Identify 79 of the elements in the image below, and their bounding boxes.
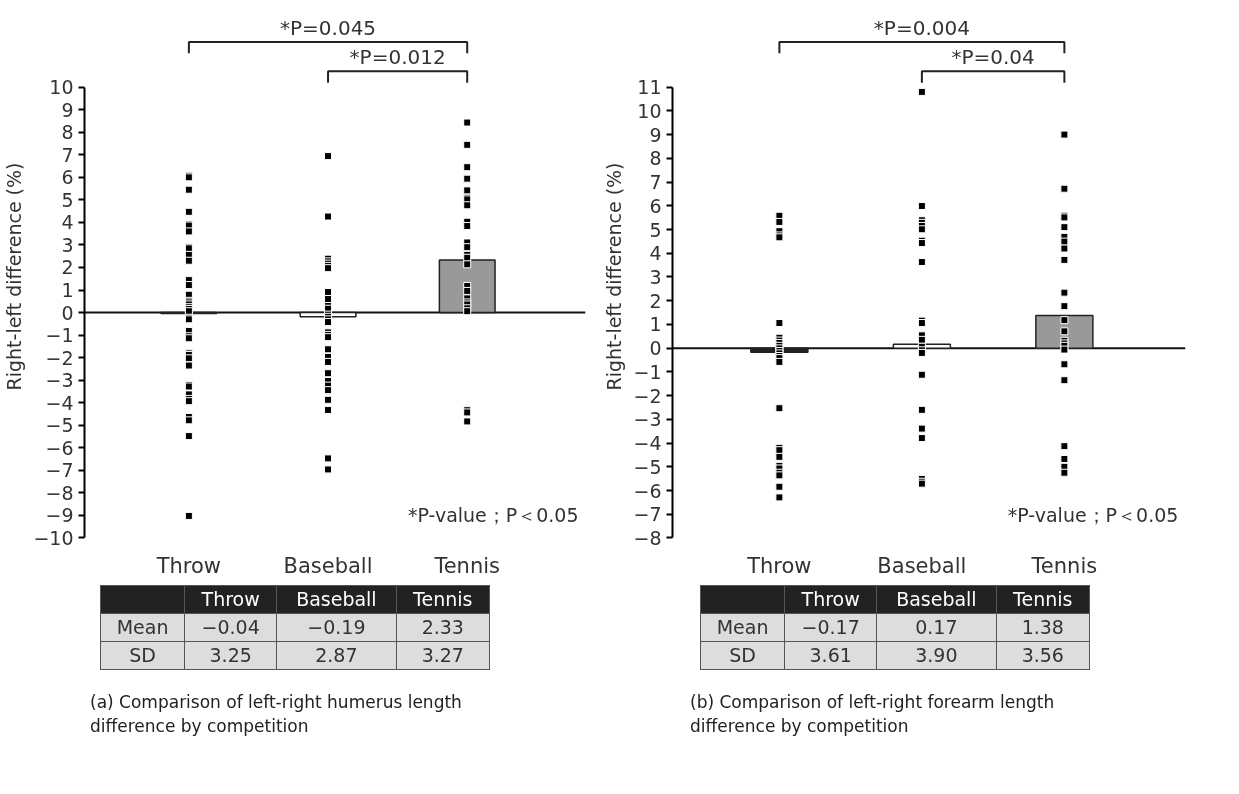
y-tick-label: −5 [45, 414, 74, 437]
x-tick-label: Tennis [433, 553, 500, 578]
y-tick-label: −1 [633, 360, 662, 383]
y-tick-label: 3 [61, 233, 74, 256]
y-axis-title: Right-left difference (%) [603, 162, 626, 391]
y-tick-label: 9 [61, 98, 74, 121]
text: 3.25 [184, 641, 277, 670]
y-tick-label: 6 [649, 194, 662, 217]
y-tick-label: 4 [61, 211, 74, 234]
y-tick-label: −1 [45, 324, 74, 347]
x-tick-label: Tennis [1030, 553, 1098, 578]
y-tick-label: 3 [649, 265, 662, 288]
y-tick-label: −7 [633, 503, 662, 526]
text: SD [100, 641, 185, 670]
y-tick-label: 9 [649, 123, 662, 146]
text: *P=0.012 [349, 45, 446, 70]
category-label: Throw [201, 588, 260, 610]
y-tick-label: −2 [45, 346, 74, 369]
text: (b) Comparison of left-right forearm length difference by competition [690, 690, 1056, 738]
y-tick-label: 11 [637, 76, 662, 99]
data-label: −0.17 [784, 613, 877, 642]
data-label: 2.33 [396, 613, 490, 642]
y-tick-label: −5 [633, 455, 662, 478]
text: 3.61 [784, 641, 877, 670]
y-tick-label: 7 [649, 171, 662, 194]
y-tick-label: 10 [637, 99, 662, 122]
y-tick-label: −6 [633, 479, 662, 502]
y-tick-label: 1 [649, 313, 662, 336]
y-tick-label: −6 [45, 436, 74, 459]
annotation: *P-value；P＜0.05 [408, 504, 579, 527]
category-label: Throw [801, 588, 860, 610]
y-tick-label: 2 [61, 256, 74, 279]
y-tick-label: −3 [45, 369, 74, 392]
y-tick-label: 5 [649, 218, 662, 241]
text: 3.27 [396, 641, 490, 670]
text: 2.87 [276, 641, 397, 670]
y-tick-label: −8 [633, 526, 662, 549]
y-tick-label: 5 [61, 188, 74, 211]
text: *P=0.04 [951, 45, 1035, 70]
y-tick-label: −10 [33, 526, 74, 549]
y-tick-label: −3 [633, 408, 662, 431]
text: 3.90 [876, 641, 997, 670]
y-tick-label: −4 [45, 391, 74, 414]
y-tick-label: 4 [649, 242, 662, 265]
category-label: Baseball [896, 588, 977, 610]
x-tick-label: Baseball [877, 553, 967, 578]
category-label: Baseball [296, 588, 377, 610]
category-label: Tennis [413, 588, 473, 610]
x-tick-label: Throw [155, 553, 222, 578]
text: (a) Comparison of left-right humerus length difference by competition [90, 690, 463, 738]
y-tick-label: −7 [45, 459, 74, 482]
y-tick-label: −2 [633, 384, 662, 407]
x-tick-label: Throw [746, 553, 812, 578]
y-tick-label: −9 [45, 504, 74, 527]
data-label: 1.38 [996, 613, 1090, 642]
y-tick-label: 2 [649, 289, 662, 312]
text: 3.56 [996, 641, 1090, 670]
y-tick-label: 0 [61, 301, 74, 324]
category-label: Tennis [1013, 588, 1073, 610]
y-tick-label: 7 [61, 143, 74, 166]
text: *P=0.004 [873, 15, 970, 40]
data-label: −0.04 [184, 613, 277, 642]
text: Mean [700, 613, 785, 642]
y-tick-label: −8 [45, 481, 74, 504]
text: *P=0.045 [280, 15, 377, 40]
y-tick-label: 8 [61, 121, 74, 144]
y-tick-label: 6 [61, 166, 74, 189]
text: Mean [100, 613, 185, 642]
annotation: *P-value；P＜0.05 [1007, 504, 1179, 527]
y-tick-label: 1 [61, 279, 74, 302]
data-label: −0.19 [276, 613, 397, 642]
y-axis-title: Right-left difference (%) [3, 162, 26, 391]
y-tick-label: 8 [649, 147, 662, 170]
data-label: 0.17 [876, 613, 997, 642]
y-tick-label: 0 [649, 337, 662, 360]
x-tick-label: Baseball [283, 553, 373, 578]
y-tick-label: −4 [633, 432, 662, 455]
text: SD [700, 641, 785, 670]
y-tick-label: 10 [49, 76, 74, 99]
